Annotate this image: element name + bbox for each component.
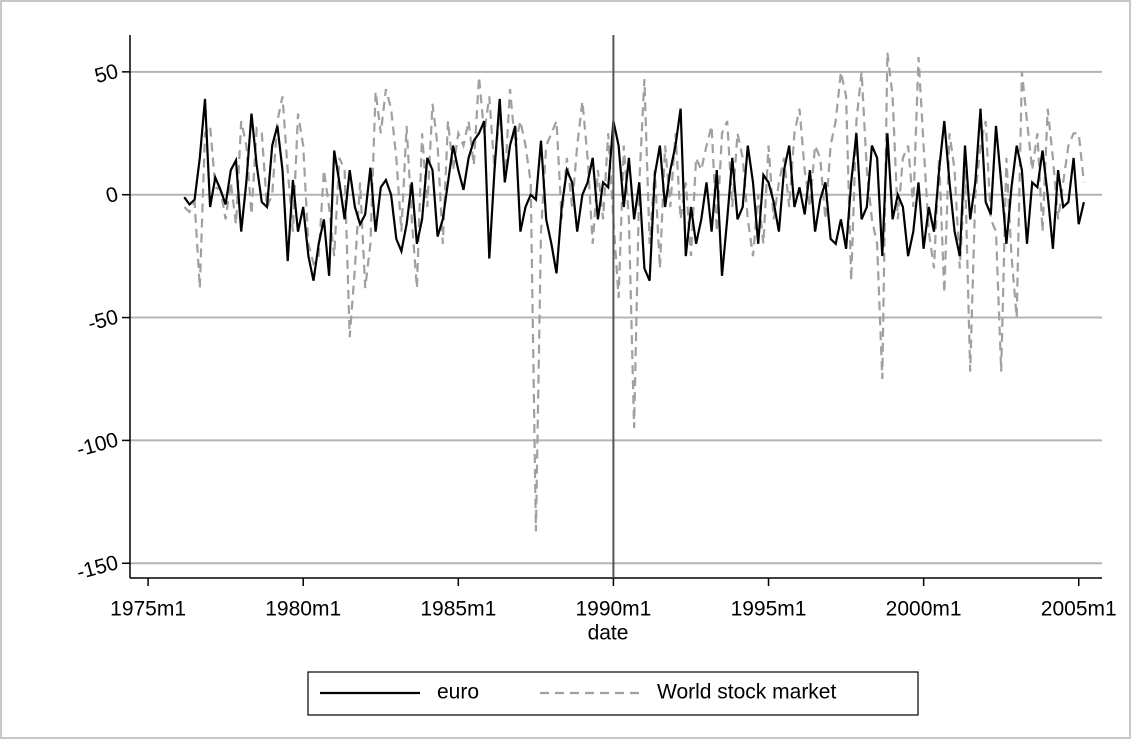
x-tick-label: 2000m1	[886, 598, 962, 621]
series-line	[183, 98, 1085, 282]
x-tick-label: 1985m1	[420, 598, 496, 621]
x-axis-title: date	[588, 622, 629, 645]
legend-label: World stock market	[657, 681, 836, 704]
x-tick-label: 1980m1	[265, 598, 341, 621]
x-tick-label: 2005m1	[1041, 598, 1117, 621]
x-tick-label: 1990m1	[575, 598, 651, 621]
y-tick-label: 0	[103, 183, 120, 208]
series-line	[183, 52, 1085, 532]
legend-label: euro	[437, 681, 479, 704]
x-tick-label: 1995m1	[731, 598, 807, 621]
x-tick-label: 1975m1	[110, 598, 186, 621]
